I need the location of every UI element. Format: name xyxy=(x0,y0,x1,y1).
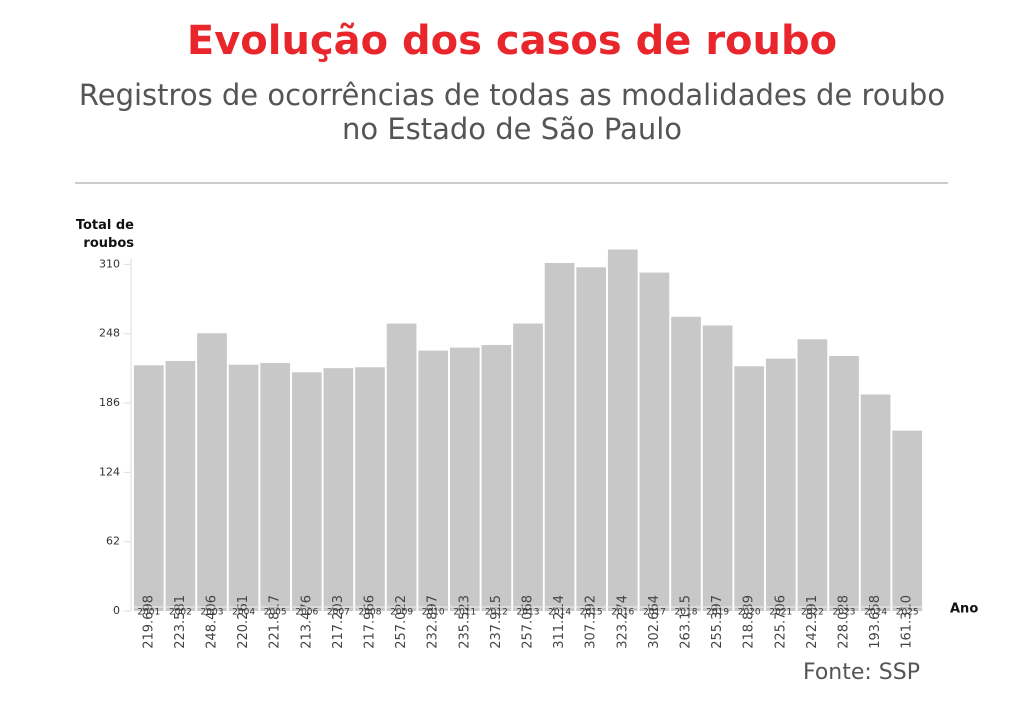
value-label: 225.706 xyxy=(773,595,788,649)
value-label: 263.115 xyxy=(679,595,694,649)
bar xyxy=(386,323,417,611)
x-tick-label: 2022 xyxy=(801,608,824,618)
x-tick-label: 2010 xyxy=(422,608,445,618)
y-tick-label: 62 xyxy=(106,535,120,548)
bar xyxy=(639,272,670,611)
x-tick-label: 2023 xyxy=(833,608,856,618)
x-tick-label: 2020 xyxy=(738,608,761,618)
x-tick-label: 2012 xyxy=(485,608,508,618)
value-label: 193.658 xyxy=(868,595,883,649)
x-tick-label: 2019 xyxy=(706,608,729,618)
x-tick-label: 2007 xyxy=(327,608,350,618)
value-label: 228.028 xyxy=(837,595,852,649)
value-label: 257.068 xyxy=(521,595,536,649)
bar xyxy=(829,356,859,611)
x-tick-label: 2005 xyxy=(264,608,287,618)
x-tick-label: 2002 xyxy=(169,608,192,618)
value-label: 223.581 xyxy=(173,595,188,649)
bar xyxy=(765,358,796,611)
y-tick-label: 248 xyxy=(99,327,120,340)
x-tick-label: 2008 xyxy=(359,608,382,618)
value-label: 237.915 xyxy=(489,595,504,649)
y-tick-label: 310 xyxy=(99,257,120,270)
y-axis-label: Total de roubos xyxy=(75,218,134,251)
value-label: 302.664 xyxy=(647,595,662,649)
bar xyxy=(165,360,196,611)
x-tick-label: 2021 xyxy=(769,608,792,618)
bar xyxy=(892,430,923,611)
chart-subtitle: Registros de ocorrências de todas as mod… xyxy=(78,78,946,146)
value-label: 311.214 xyxy=(552,595,567,649)
bar xyxy=(797,339,828,611)
value-label: 221.817 xyxy=(268,595,283,649)
bar xyxy=(607,249,638,612)
bar xyxy=(355,367,385,611)
bar xyxy=(133,365,164,611)
value-label: 217.966 xyxy=(363,595,378,649)
bar xyxy=(671,316,701,611)
bar xyxy=(197,333,227,611)
bar xyxy=(291,372,322,611)
x-tick-label: 2017 xyxy=(643,608,666,618)
value-label: 255.397 xyxy=(710,595,725,649)
bar xyxy=(513,323,543,611)
value-label: 323.274 xyxy=(615,595,630,649)
x-tick-label: 2006 xyxy=(295,608,318,618)
y-tick-label: 0 xyxy=(113,604,120,617)
bar xyxy=(449,347,480,611)
value-label: 235.523 xyxy=(457,595,472,649)
bar xyxy=(860,394,891,611)
x-tick-label: 2004 xyxy=(232,608,255,618)
x-tick-label: 2018 xyxy=(675,608,698,618)
bar xyxy=(323,368,354,611)
value-label: 232.897 xyxy=(426,595,441,649)
value-label: 161.310 xyxy=(900,595,915,649)
bar xyxy=(260,362,291,611)
x-tick-label: 2016 xyxy=(611,608,634,618)
value-label: 220.261 xyxy=(236,595,251,649)
value-label: 213.476 xyxy=(299,595,314,649)
x-tick-label: 2009 xyxy=(390,608,413,618)
value-label: 219.698 xyxy=(141,595,156,649)
value-label: 217.203 xyxy=(331,595,346,649)
value-label: 242.991 xyxy=(805,595,820,649)
bar xyxy=(228,364,259,611)
value-label: 248.406 xyxy=(205,595,220,649)
x-tick-label: 2025 xyxy=(896,608,919,618)
bar xyxy=(702,325,733,611)
y-tick-label: 124 xyxy=(99,465,120,478)
x-tick-label: 2024 xyxy=(864,608,887,618)
value-label: 257.022 xyxy=(394,595,409,649)
bar xyxy=(481,344,512,611)
value-label: 307.392 xyxy=(584,595,599,649)
bar xyxy=(418,350,449,611)
source-note: Fonte: SSP xyxy=(802,660,920,685)
y-tick-label: 186 xyxy=(99,396,120,409)
chart-title: Evolução dos casos de roubo xyxy=(186,18,838,64)
x-tick-label: 2003 xyxy=(201,608,224,618)
x-tick-label: 2013 xyxy=(517,608,540,618)
x-axis-label: Ano xyxy=(950,602,978,617)
x-tick-label: 2001 xyxy=(137,608,160,618)
value-label: 218.839 xyxy=(742,595,757,649)
bar xyxy=(734,366,765,611)
x-tick-label: 2014 xyxy=(548,608,571,618)
bar xyxy=(576,267,607,611)
bar xyxy=(544,263,575,611)
x-tick-label: 2015 xyxy=(580,608,603,618)
x-tick-label: 2011 xyxy=(453,608,476,618)
